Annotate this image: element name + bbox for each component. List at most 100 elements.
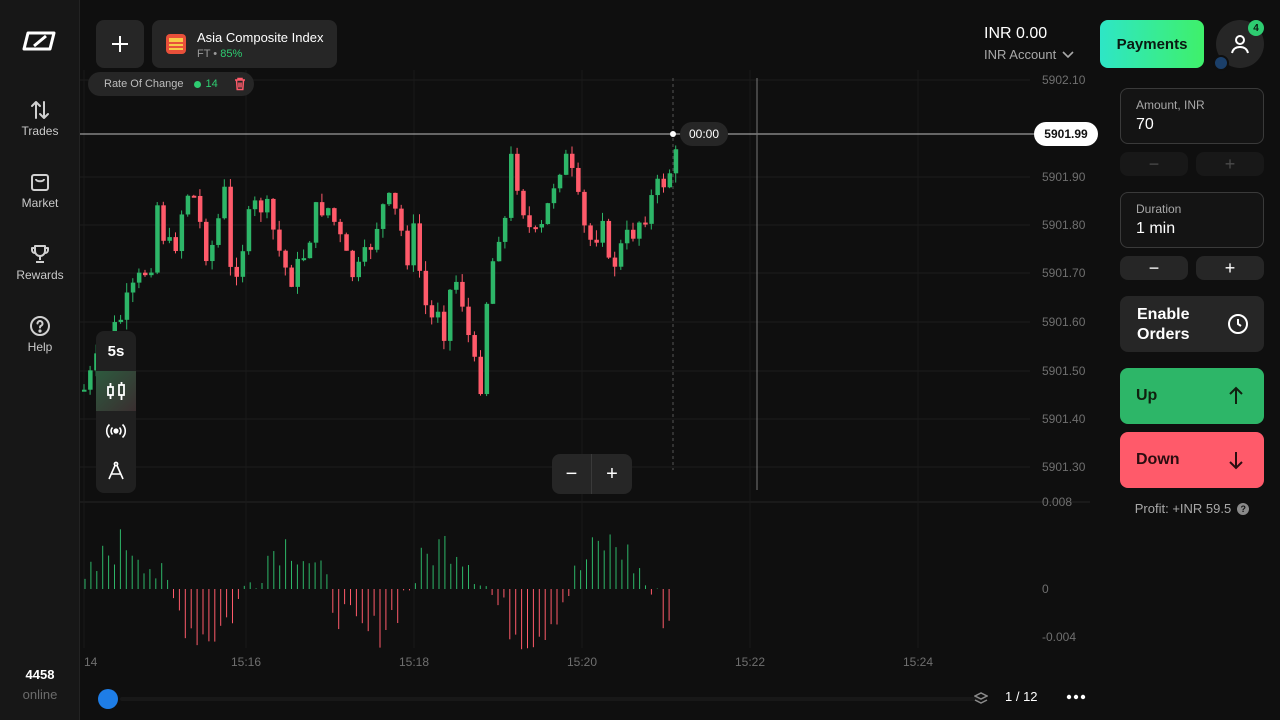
candle-body xyxy=(594,239,599,243)
profit-label: Profit: +INR 59.5 xyxy=(1134,501,1232,516)
market-bag-icon xyxy=(31,174,49,191)
sidebar-item-label: Help xyxy=(27,340,53,354)
candle-body xyxy=(661,178,666,188)
sidebar-item-help[interactable]: Help xyxy=(0,314,80,370)
candle-body xyxy=(222,186,227,219)
candle-body xyxy=(204,221,209,262)
price-chart[interactable]: 5902.10 5901.90 5901.80 5901.70 5901.60 5901.… xyxy=(80,70,1090,680)
candle-body xyxy=(441,311,447,341)
sidebar-item-trades[interactable]: Trades xyxy=(0,98,80,154)
up-button[interactable]: Up xyxy=(1120,368,1264,424)
candle-body xyxy=(490,261,496,304)
signals-button[interactable] xyxy=(96,411,136,451)
amount-input[interactable] xyxy=(1136,116,1246,134)
candle-body xyxy=(631,229,636,239)
candle-body xyxy=(606,220,612,258)
candle-body xyxy=(539,224,544,228)
candle-body xyxy=(478,356,483,395)
candle-body xyxy=(637,222,642,239)
layers-icon[interactable] xyxy=(974,692,988,704)
enable-orders-label: Enable Orders xyxy=(1137,306,1190,343)
drawing-compass-icon xyxy=(108,461,124,480)
amount-increase-button[interactable]: + xyxy=(1196,152,1264,176)
candle-body xyxy=(655,178,660,196)
brand-logo-icon[interactable] xyxy=(22,30,58,52)
enable-orders-button[interactable]: Enable Orders xyxy=(1120,296,1264,352)
duration-field[interactable]: Duration xyxy=(1120,192,1264,248)
asset-selector[interactable]: Asia Composite Index FT • 85% xyxy=(152,20,337,68)
timeframe-button[interactable]: 5s xyxy=(107,342,125,360)
candle-body xyxy=(667,173,673,188)
price-tick-label: 5901.40 xyxy=(1042,412,1086,426)
indicator-name: Rate Of Change xyxy=(104,78,184,90)
drawing-tools-button[interactable] xyxy=(96,451,136,491)
candlestick-icon xyxy=(107,382,125,400)
account-selector[interactable]: INR Account xyxy=(984,47,1074,62)
candle-body xyxy=(374,228,380,250)
amount-decrease-button[interactable]: − xyxy=(1120,152,1188,176)
help-question-icon[interactable]: ? xyxy=(1237,502,1250,515)
down-button[interactable]: Down xyxy=(1120,432,1264,488)
asset-payout: 85% xyxy=(220,48,243,60)
candle-body xyxy=(612,257,618,267)
candle-body xyxy=(417,223,422,271)
sidebar-item-label: Market xyxy=(21,196,59,210)
candle-body xyxy=(313,202,319,243)
duration-decrease-button[interactable]: − xyxy=(1120,256,1188,280)
candle-body xyxy=(509,153,514,218)
candle-body xyxy=(332,208,337,222)
candle-body xyxy=(326,208,331,216)
up-label: Up xyxy=(1136,387,1158,404)
profit-info: Profit: +INR 59.5 ? xyxy=(1120,501,1264,516)
chart-type-button[interactable] xyxy=(96,371,136,411)
candle-body xyxy=(82,389,87,392)
balance-amount[interactable]: INR 0.00 xyxy=(984,25,1048,42)
duration-label: Duration xyxy=(1136,202,1182,216)
candle-body xyxy=(600,220,605,243)
trash-icon[interactable] xyxy=(232,76,248,92)
candle-body xyxy=(557,174,563,189)
candle-body xyxy=(624,229,630,244)
candle-body xyxy=(576,167,581,192)
history-indicator-icon[interactable] xyxy=(98,689,118,709)
price-tick-label: 5901.50 xyxy=(1042,364,1086,378)
chart-scroll-track[interactable] xyxy=(120,697,980,701)
candle-body xyxy=(527,215,532,228)
candle-body xyxy=(472,335,477,357)
current-price-tag: 5901.99 xyxy=(1034,122,1098,146)
candle-body xyxy=(533,227,538,230)
candle-body xyxy=(582,191,587,226)
sidebar-item-market[interactable]: Market xyxy=(0,170,80,226)
candle-body xyxy=(295,258,300,287)
asset-name: Asia Composite Index xyxy=(197,30,324,45)
zoom-in-button[interactable]: + xyxy=(606,462,618,485)
duration-input[interactable] xyxy=(1136,220,1246,238)
indicator-chip[interactable]: Rate Of Change 14 xyxy=(88,72,254,96)
sidebar-item-label: Trades xyxy=(21,124,59,138)
more-options-button[interactable] xyxy=(1062,684,1090,708)
sidebar-item-rewards[interactable]: Rewards xyxy=(0,242,80,298)
price-tick-label: 5901.30 xyxy=(1042,460,1086,474)
down-label: Down xyxy=(1136,451,1180,468)
duration-increase-button[interactable]: + xyxy=(1196,256,1264,280)
candle-body xyxy=(258,200,264,213)
expiry-timer: 00:00 xyxy=(680,122,728,146)
asset-separator: • xyxy=(210,48,221,60)
candle-body xyxy=(234,266,239,277)
candle-body xyxy=(88,370,93,390)
candle-body xyxy=(496,241,502,262)
candle-body xyxy=(502,217,508,242)
payments-button[interactable]: Payments xyxy=(1100,20,1204,68)
sidebar-item-label: Rewards xyxy=(16,268,64,282)
candle-body xyxy=(673,149,679,174)
amount-field[interactable]: Amount, INR xyxy=(1120,88,1264,144)
candle-body xyxy=(167,237,172,241)
add-asset-button[interactable] xyxy=(96,20,144,68)
candle-body xyxy=(155,205,160,273)
candle-body xyxy=(448,289,453,341)
price-tick-label: 5901.70 xyxy=(1042,266,1086,280)
candle-body xyxy=(521,190,526,216)
candle-body xyxy=(216,218,221,245)
zoom-out-button[interactable]: − xyxy=(552,454,592,494)
candle-body xyxy=(460,281,465,307)
